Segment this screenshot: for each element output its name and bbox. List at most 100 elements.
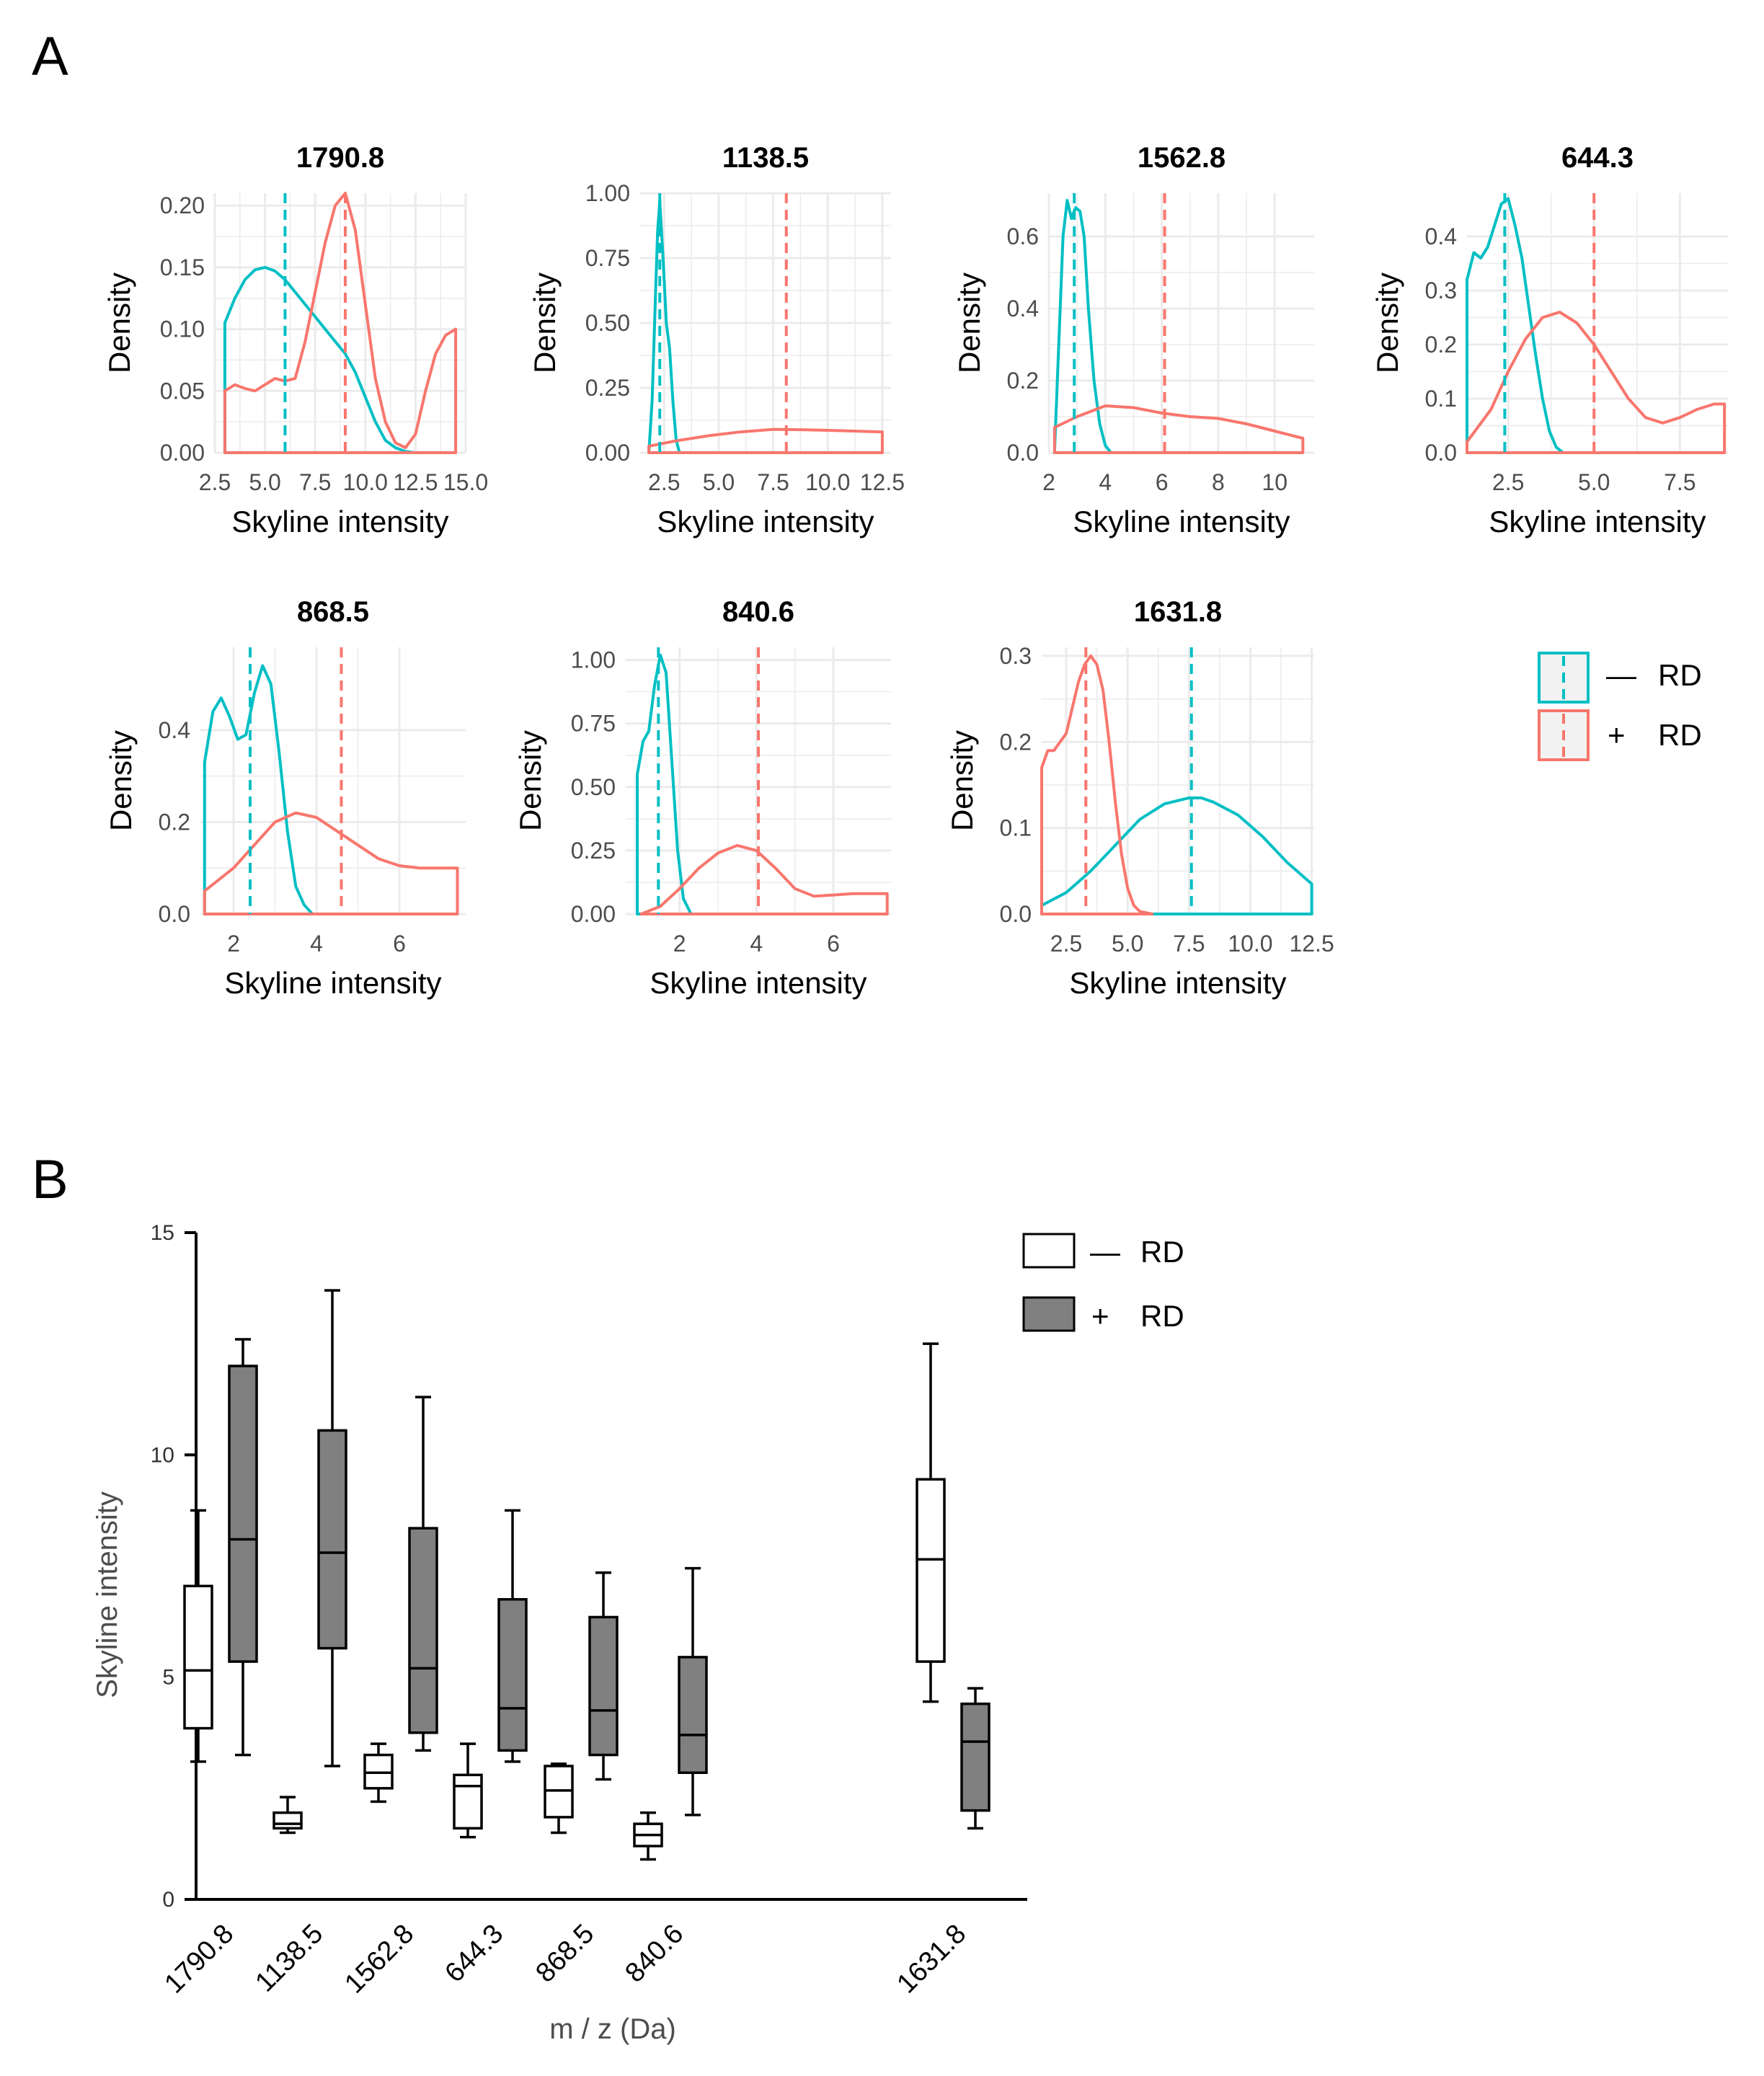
y-axis-title: Skyline intensity — [92, 1491, 123, 1698]
y-axis-title: Density — [952, 272, 986, 373]
y-tick-label: 0.3 — [1425, 278, 1457, 303]
plot-title: 1631.8 — [1134, 596, 1222, 628]
x-tick-label: 7.5 — [757, 469, 789, 495]
density-curve-minus-rd — [223, 265, 417, 454]
box-minus-rd-1790-8 — [183, 1509, 213, 1763]
y-tick-label: 0.4 — [159, 717, 190, 743]
y-tick-label: 0.2 — [1007, 368, 1039, 394]
y-tick-label: 0.1 — [1425, 386, 1457, 412]
y-tick-label: 0.00 — [571, 901, 616, 927]
plot-title: 644.3 — [1561, 142, 1634, 174]
box-minus-rd-1562-8 — [363, 1742, 394, 1804]
x-tick-label: 4 — [750, 931, 763, 957]
box-minus-rd-868-5 — [544, 1762, 574, 1835]
box-body — [272, 1811, 303, 1830]
density-plot-868-5: 2 4 6 0.0 0.2 0.4 868.5 Skyline intensity Densit… — [104, 596, 466, 1000]
y-tick-label: 0.75 — [585, 245, 630, 271]
y-tick-label: 0.4 — [1007, 296, 1039, 321]
x-tick-label: 10.0 — [1228, 931, 1272, 957]
y-tick-label: 0.75 — [571, 711, 616, 737]
panel-b-label: B — [32, 1149, 68, 1210]
y-tick-label: 0.10 — [160, 316, 205, 342]
x-tick-label: 12.5 — [393, 469, 438, 495]
x-tick-label: 2.5 — [648, 469, 680, 495]
box-body — [228, 1365, 258, 1663]
legend-b-minus-symbol: — — [1090, 1235, 1120, 1269]
box-plus-rd-840-6 — [678, 1566, 708, 1816]
legend-a-minus-rd: — RD — [1538, 652, 1702, 704]
y-tick-label: 0.50 — [571, 774, 616, 800]
density-plot-644-3: 2.5 5.0 7.5 0.0 0.1 0.2 0.3 0.4 644.3 Skyline int… — [1370, 142, 1728, 538]
legend-b-plus-label: RD — [1140, 1299, 1184, 1333]
x-category-label: 840.6 — [619, 1919, 689, 1989]
x-tick-label: 2 — [227, 931, 240, 957]
box-body — [588, 1615, 619, 1757]
panel-a-label: A — [32, 26, 68, 87]
y-tick-label: 0.20 — [160, 192, 205, 218]
box-minus-rd-1138-5 — [272, 1796, 303, 1835]
y-tick-label: 0.2 — [1000, 729, 1032, 755]
density-curve-plus-rd — [647, 427, 884, 454]
density-plot-1790-8: 2.5 5.0 7.5 10.0 12.5 15.0 0.00 0.05 0.10 0.15 0.2… — [102, 142, 488, 538]
density-curve-minus-rd — [1040, 796, 1313, 915]
x-axis-title: Skyline intensity — [1069, 966, 1286, 1000]
x-category-label: 1631.8 — [891, 1919, 972, 2000]
y-tick-label: 0.6 — [1007, 223, 1039, 249]
legend-a-plus-label: RD — [1658, 718, 1702, 752]
boxplot-panel: 0 5 10 15 1790.8 1138.5 1562.8 644.3 868.5 840.6 1… — [92, 1221, 1027, 2045]
legend-b-minus-rd: — RD — [1022, 1233, 1184, 1269]
x-category-label: 1138.5 — [249, 1919, 329, 1998]
y-axis-title: Density — [528, 272, 562, 373]
y-axis-title: Density — [104, 730, 138, 831]
x-tick-label: 7.5 — [1664, 469, 1696, 495]
y-tick-label: 0.0 — [159, 901, 190, 927]
y-tick-label: 0.15 — [160, 254, 205, 280]
density-plot-1631-8: 2.5 5.0 7.5 10.0 12.5 0.0 0.1 0.2 0.3 1631.8 Skyli… — [945, 596, 1334, 1000]
x-tick-label: 2 — [1042, 469, 1055, 495]
plot-title: 868.5 — [297, 596, 369, 628]
legend-b-minus-label: RD — [1140, 1235, 1184, 1269]
plot-title: 1562.8 — [1138, 142, 1226, 174]
legend-b-plus-symbol: + — [1091, 1299, 1109, 1333]
box-body — [453, 1773, 483, 1830]
y-tick-label: 0.25 — [571, 838, 616, 864]
x-tick-label: 8 — [1212, 469, 1225, 495]
y-tick-label: 0.0 — [1425, 440, 1457, 466]
density-plot-1138-5: 2.5 5.0 7.5 10.0 12.5 0.00 0.25 0.50 0.75 1.00 113… — [528, 142, 905, 538]
y-tick-label: 1.00 — [571, 647, 616, 673]
y-tick-label: 0.0 — [1007, 440, 1039, 466]
y-tick-label: 0.00 — [585, 440, 630, 466]
legend-a-minus-symbol: — — [1606, 658, 1636, 692]
x-tick-label: 6 — [1156, 469, 1169, 495]
plot-area — [200, 647, 466, 914]
y-axis-title: Density — [945, 730, 979, 831]
x-tick-label: 4 — [1099, 469, 1112, 495]
x-tick-label: 12.5 — [1289, 931, 1334, 957]
density-plot-840-6: 2 4 6 0.00 0.25 0.50 0.75 1.00 840.6 Skyline inte… — [513, 596, 891, 1000]
x-tick-label: 7.5 — [1173, 931, 1205, 957]
box-body — [960, 1702, 990, 1812]
density-curve-plus-rd — [1052, 404, 1305, 454]
box-plus-rd-1631-8 — [960, 1687, 990, 1830]
density-curve-minus-rd — [636, 653, 693, 915]
y-tick-label: 1.00 — [585, 180, 630, 206]
y-tick-label: 15 — [151, 1221, 174, 1245]
y-tick-label: 0.00 — [160, 440, 205, 466]
density-curve-plus-rd — [203, 811, 459, 915]
x-tick-label: 15.0 — [443, 469, 488, 495]
y-tick-label: 5 — [162, 1666, 174, 1690]
box-plus-rd-644-3 — [497, 1509, 528, 1763]
x-tick-label: 2 — [673, 931, 686, 957]
x-axis-title: Skyline intensity — [1073, 505, 1290, 538]
x-axis-title: Skyline intensity — [231, 505, 448, 538]
legend-a-minus-label: RD — [1658, 658, 1702, 692]
legend-b-minus-rd-swatch — [1022, 1233, 1076, 1269]
plot-title: 1790.8 — [296, 142, 384, 174]
y-tick-label: 0.25 — [585, 375, 630, 401]
x-category-label: 868.5 — [530, 1919, 600, 1989]
box-plus-rd-1790-8 — [228, 1338, 258, 1757]
plot-title: 840.6 — [722, 596, 794, 628]
box-plus-rd-1562-8 — [408, 1396, 438, 1752]
x-axis-title: Skyline intensity — [224, 966, 441, 1000]
x-tick-label: 2.5 — [199, 469, 231, 495]
